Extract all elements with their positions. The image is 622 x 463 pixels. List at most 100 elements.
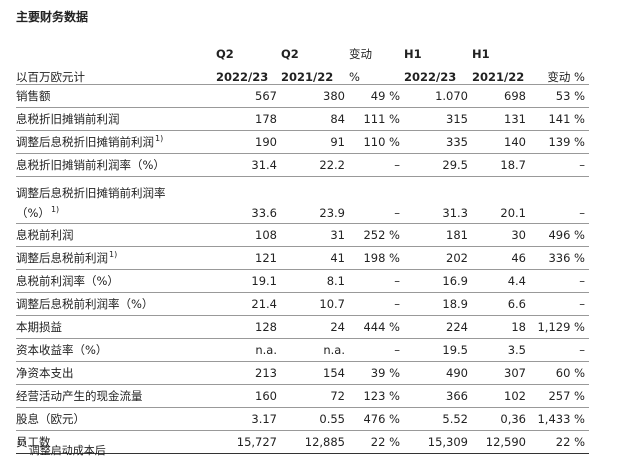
value-cell: 139 % [530, 130, 589, 154]
row-label-text: 股息（欧元） [16, 412, 85, 426]
value-cell: 18.7 [472, 153, 530, 177]
value-cell: 49 % [349, 84, 404, 108]
header-cell: Q2 [216, 47, 234, 61]
value-cell: 154 [281, 361, 349, 385]
value-cell: 224 [404, 315, 472, 339]
row-label: 本期损益 [16, 315, 216, 339]
value-cell: – [349, 153, 404, 177]
value-cell: 111 % [349, 107, 404, 131]
table-header: Q2 Q2 变动 H1 H1 以百万欧元计 2022/23 2021/22 % … [16, 41, 589, 85]
value-cell: 46 [472, 246, 530, 270]
table-row: 息税前利润率（%） 19.1 8.1–16.9 4.4– [16, 269, 589, 293]
table-row: 员工数 15,727 12,885 22 % 15,309 12,590 22 % [16, 430, 589, 454]
table-row: 调整后息税前利润率（%） 21.4 10.7–18.9 6.6– [16, 292, 589, 316]
row-label-text: 资本收益率（%） [16, 343, 108, 357]
value-cell: – [530, 292, 589, 316]
footnote-ref: 1) [155, 134, 164, 143]
value-cell: 307 [472, 361, 530, 385]
row-label: 股息（欧元） [16, 407, 216, 431]
value-cell: 178 [216, 107, 281, 131]
table-row: 净资本支出 213 154 39 % 490 307 60 % [16, 361, 589, 385]
value-cell: 476 % [349, 407, 404, 431]
footnote-ref: 1) [50, 205, 60, 214]
value-cell: 198 % [349, 246, 404, 270]
row-label-text: 息税折旧摊销前利润 [16, 112, 120, 126]
value-cell: 10.7 [281, 292, 349, 316]
row-label-text: 息税前利润 [16, 228, 74, 242]
value-cell: 19.1 [216, 269, 281, 293]
value-cell: 91 [281, 130, 349, 154]
value-cell: 698 [472, 84, 530, 108]
row-label-text: 息税前利润率（%） [16, 274, 119, 288]
header-cell: 2021/22 [472, 61, 530, 85]
value-cell: 102 [472, 384, 530, 408]
row-label-text: 息税折旧摊销前利润率（%） [16, 158, 165, 172]
value-cell: 12,590 [472, 430, 530, 454]
value-cell: 123 % [349, 384, 404, 408]
value-cell: 41 [281, 246, 349, 270]
header-cell: H1 [472, 47, 490, 61]
value-cell: 4.4 [472, 269, 530, 293]
financial-table: Q2 Q2 变动 H1 H1 以百万欧元计 2022/23 2021/22 % … [16, 41, 589, 454]
value-cell: 366 [404, 384, 472, 408]
value-cell: 22 % [349, 430, 404, 454]
value-cell: 15,727 [216, 430, 281, 454]
value-cell: 131 [472, 107, 530, 131]
footnote-ref: 1) [109, 250, 118, 259]
row-label: 调整后息税折旧摊销前利润率 （%）1) [16, 176, 216, 224]
value-cell: 21.4 [216, 292, 281, 316]
value-cell: – [530, 176, 589, 224]
value-cell: 202 [404, 246, 472, 270]
value-cell: – [349, 176, 404, 224]
value-cell: 160 [216, 384, 281, 408]
value-cell: 23.9 [281, 176, 349, 224]
header-cell: 变动 % [530, 61, 589, 85]
value-cell: 6.6 [472, 292, 530, 316]
value-cell: 140 [472, 130, 530, 154]
table-row: 息税前利润 108 31 252 % 181 30 496 % [16, 223, 589, 247]
value-cell: – [530, 338, 589, 362]
value-cell: 29.5 [404, 153, 472, 177]
report-title: 主要财务数据 [16, 10, 89, 24]
header-cell: Q2 [281, 47, 299, 61]
value-cell: 121 [216, 246, 281, 270]
value-cell: 496 % [530, 223, 589, 247]
row-label: 息税折旧摊销前利润 [16, 107, 216, 131]
row-label-text: 本期损益 [16, 320, 62, 334]
row-label: 息税前利润率（%） [16, 269, 216, 293]
row-label-text: 调整后息税折旧摊销前利润 [16, 135, 154, 149]
value-cell: 0,36 [472, 407, 530, 431]
row-label-line2: （%） [16, 206, 50, 220]
header-cell: 2022/23 [216, 61, 281, 85]
value-cell: – [530, 153, 589, 177]
value-cell: 3.5 [472, 338, 530, 362]
value-cell: 84 [281, 107, 349, 131]
value-cell: 16.9 [404, 269, 472, 293]
row-label: 净资本支出 [16, 361, 216, 385]
value-cell: – [349, 269, 404, 293]
row-label: 销售额 [16, 84, 216, 108]
footnote: 1) 调整启动成本后 [16, 438, 106, 458]
value-cell: 5.52 [404, 407, 472, 431]
header-cell: % [349, 61, 404, 85]
value-cell: 0.55 [281, 407, 349, 431]
row-label: 调整后息税前利润率（%） [16, 292, 216, 316]
row-label: 息税前利润 [16, 223, 216, 247]
value-cell: 8.1 [281, 269, 349, 293]
value-cell: 1.070 [404, 84, 472, 108]
table-row: 股息（欧元） 3.17 0.55 476 % 5.52 0,36 1,433 % [16, 407, 589, 431]
value-cell: 22 % [530, 430, 589, 454]
value-cell: 257 % [530, 384, 589, 408]
row-label: 调整后息税折旧摊销前利润1) [16, 130, 216, 154]
table-row: 调整后息税折旧摊销前利润1) 190 91 110 % 335 140 139 % [16, 130, 589, 154]
table-row: 销售额 567 380 49 % 1.070 698 53 % [16, 84, 589, 108]
value-cell: 22.2 [281, 153, 349, 177]
value-cell: 141 % [530, 107, 589, 131]
row-label-text: 净资本支出 [16, 366, 74, 380]
value-cell: 18 [472, 315, 530, 339]
table-body: 销售额 567 380 49 % 1.070 698 53 % 息税折旧摊销前利润 178 84 1… [16, 84, 589, 454]
value-cell: – [349, 338, 404, 362]
row-label: 资本收益率（%） [16, 338, 216, 362]
value-cell: 31 [281, 223, 349, 247]
value-cell: 108 [216, 223, 281, 247]
